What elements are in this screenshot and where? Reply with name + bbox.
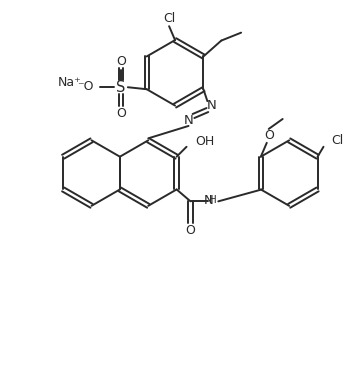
Text: Cl: Cl [332, 134, 344, 147]
Text: Na⁺: Na⁺ [58, 76, 81, 89]
Text: O: O [116, 55, 126, 68]
Text: OH: OH [195, 135, 215, 148]
Text: N: N [203, 194, 213, 207]
Text: ⁻O: ⁻O [78, 80, 94, 93]
Text: S: S [116, 80, 126, 95]
Text: O: O [116, 107, 126, 119]
Text: O: O [186, 224, 195, 237]
Text: O: O [264, 129, 274, 142]
Text: Cl: Cl [163, 12, 175, 25]
Text: H: H [209, 195, 217, 205]
Text: N: N [206, 99, 216, 112]
Text: N: N [184, 115, 193, 127]
